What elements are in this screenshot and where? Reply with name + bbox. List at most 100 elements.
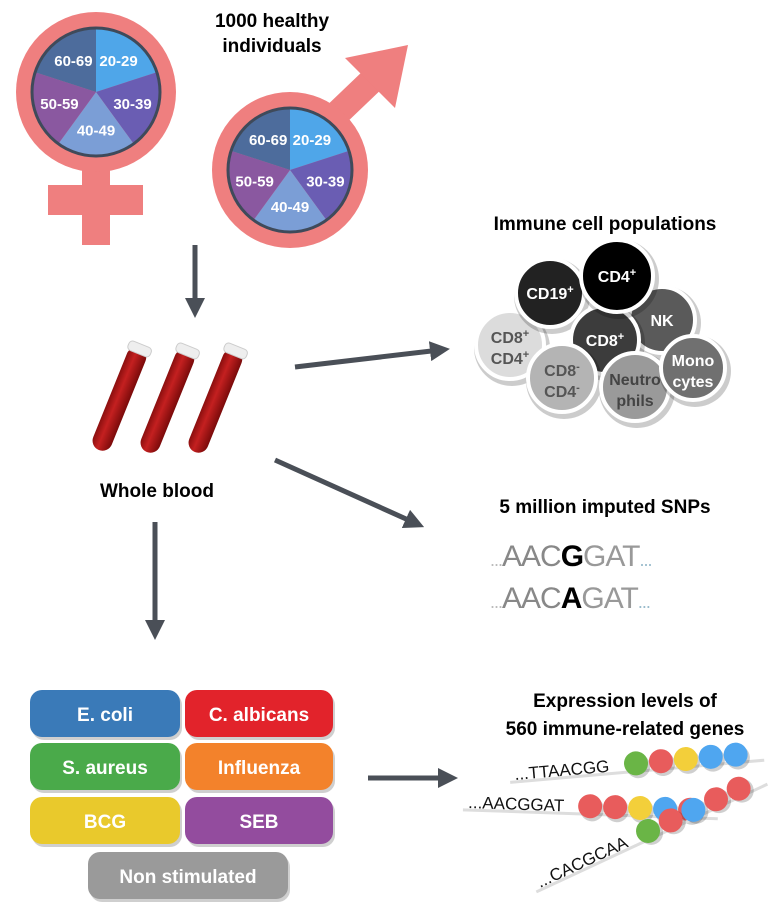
seq-ellipsis: ... <box>490 550 502 570</box>
expression-dot <box>726 776 751 801</box>
svg-text:CD8+: CD8+ <box>586 331 624 350</box>
stimulus-label: C. albicans <box>209 705 309 726</box>
cell-label: Mono <box>672 353 715 370</box>
age-pie-female: 20-29 30-39 40-49 50-59 60-69 <box>30 26 162 158</box>
cell-label: CD4 <box>598 269 630 286</box>
stimulus-label: S. aureus <box>62 758 148 779</box>
pie-slice-30-39 <box>96 72 161 144</box>
cell-sup: + <box>630 267 636 279</box>
cell-sup: + <box>523 328 529 340</box>
stimulus-influenza: Influenza <box>185 743 335 793</box>
pie-slice-40-49 <box>58 92 134 157</box>
arrow-to-cells <box>294 341 450 370</box>
svg-text:phils: phils <box>616 393 653 410</box>
arrow-to-snps <box>273 457 425 529</box>
expression-dot <box>704 787 729 812</box>
expression-dot <box>636 819 661 844</box>
cell-sup: + <box>567 284 573 296</box>
cell-sup: + <box>618 331 624 343</box>
svg-text:CD8+: CD8+ <box>491 328 529 347</box>
seq-ellipsis: ... <box>640 550 652 570</box>
age-pie-male: 20-29 30-39 40-49 50-59 60-69 <box>226 106 354 234</box>
snp-sequence-2: ...AACAGAT... <box>490 582 651 615</box>
cell-cd19: CD19+ <box>514 257 590 334</box>
cell-label: CD8 <box>491 330 523 347</box>
age-label: 20-29 <box>293 132 331 149</box>
stimulus-label: Non stimulated <box>119 867 256 888</box>
cohort-title-line1: 1000 healthy <box>215 11 329 32</box>
male-symbol-icon: 20-29 30-39 40-49 50-59 60-69 <box>212 45 408 248</box>
age-label: 60-69 <box>249 132 287 149</box>
stimulus-label: BCG <box>84 812 126 833</box>
whole-blood-label: Whole blood <box>100 481 214 502</box>
pie-slice-20-29 <box>96 28 157 92</box>
age-label: 30-39 <box>113 96 151 113</box>
expression-dot <box>673 747 698 772</box>
snps-title: 5 million imputed SNPs <box>499 497 710 518</box>
cell-label: CD4 <box>491 351 523 368</box>
stimulus-seb: SEB <box>185 797 335 847</box>
age-label: 30-39 <box>306 173 344 190</box>
expression-dot <box>698 744 723 769</box>
cell-label: NK <box>650 313 674 330</box>
snp-sequence-1: ...AACGGAT... <box>490 540 653 573</box>
pie-slice-60-69 <box>35 28 96 92</box>
svg-text:NK: NK <box>650 313 674 330</box>
svg-text:CD8-: CD8- <box>544 361 580 380</box>
cell-monocytes: Mono cytes <box>659 334 731 407</box>
cell-sup: + <box>523 349 529 361</box>
snp-allele: G <box>561 540 583 573</box>
svg-text:CD19+: CD19+ <box>526 284 573 303</box>
female-symbol-icon: 20-29 30-39 40-49 50-59 60-69 <box>16 12 176 245</box>
gene-sequence: ...AACGGAT <box>468 793 565 815</box>
stimulation-conditions: E. coli C. albicans S. aureus Influenza BCG S… <box>30 690 335 902</box>
blood-tubes-icon <box>92 340 248 453</box>
svg-text:CD4+: CD4+ <box>598 267 636 286</box>
age-label: 50-59 <box>235 173 273 190</box>
seq-right: GAT <box>581 582 638 615</box>
expression-dot <box>628 796 653 821</box>
svg-text:Neutro: Neutro <box>609 372 661 389</box>
age-label: 20-29 <box>99 53 137 70</box>
stimulus-non-stimulated: Non stimulated <box>88 852 290 902</box>
age-label: 40-49 <box>271 199 309 216</box>
cell-label: cytes <box>673 374 714 391</box>
cell-label: CD4 <box>544 384 576 401</box>
expression-dot <box>648 749 673 774</box>
stimulus-bcg: BCG <box>30 797 182 847</box>
seq-left: AAC <box>502 582 561 615</box>
expression-row: ...TTAACGG <box>510 742 765 784</box>
seq-left: AAC <box>502 540 561 573</box>
expression-dot <box>723 742 748 767</box>
pie-slice-20-29 <box>290 108 349 170</box>
cell-sup: - <box>576 361 580 373</box>
svg-text:...AACAGAT...: ...AACAGAT... <box>490 582 650 615</box>
cell-sup: - <box>576 382 580 394</box>
seq-ellipsis: ... <box>638 592 650 612</box>
pie-slice-40-49 <box>253 170 327 233</box>
stimulus-c-albicans: C. albicans <box>185 690 335 740</box>
expression-dot <box>681 797 706 822</box>
cell-label: Neutro <box>609 372 661 389</box>
svg-text:cytes: cytes <box>673 374 714 391</box>
stimulus-label: E. coli <box>77 705 133 726</box>
cell-label: phils <box>616 393 653 410</box>
expression-dot <box>624 751 649 776</box>
cohort-title-line2: individuals <box>222 36 321 57</box>
pie-slice-50-59 <box>32 72 96 144</box>
gene-sequence: ...TTAACGG <box>514 757 610 784</box>
cell-label: CD19 <box>526 286 567 303</box>
svg-text:CD4+: CD4+ <box>491 349 529 368</box>
stimulus-label: Influenza <box>218 758 301 779</box>
expression-row: ...CACGCAA <box>534 776 769 894</box>
cell-neutrophils: Neutro phils <box>599 351 675 428</box>
pie-slice-60-69 <box>231 108 290 170</box>
cells-title: Immune cell populations <box>494 214 717 235</box>
expression-title-line1: Expression levels of <box>533 691 717 712</box>
stimulus-e-coli: E. coli <box>30 690 182 740</box>
svg-text:CD4-: CD4- <box>544 382 580 401</box>
stimulus-s-aureus: S. aureus <box>30 743 182 793</box>
expression-rows: ...TTAACGG ...AACGGAT ...CACGCAA <box>462 742 769 894</box>
